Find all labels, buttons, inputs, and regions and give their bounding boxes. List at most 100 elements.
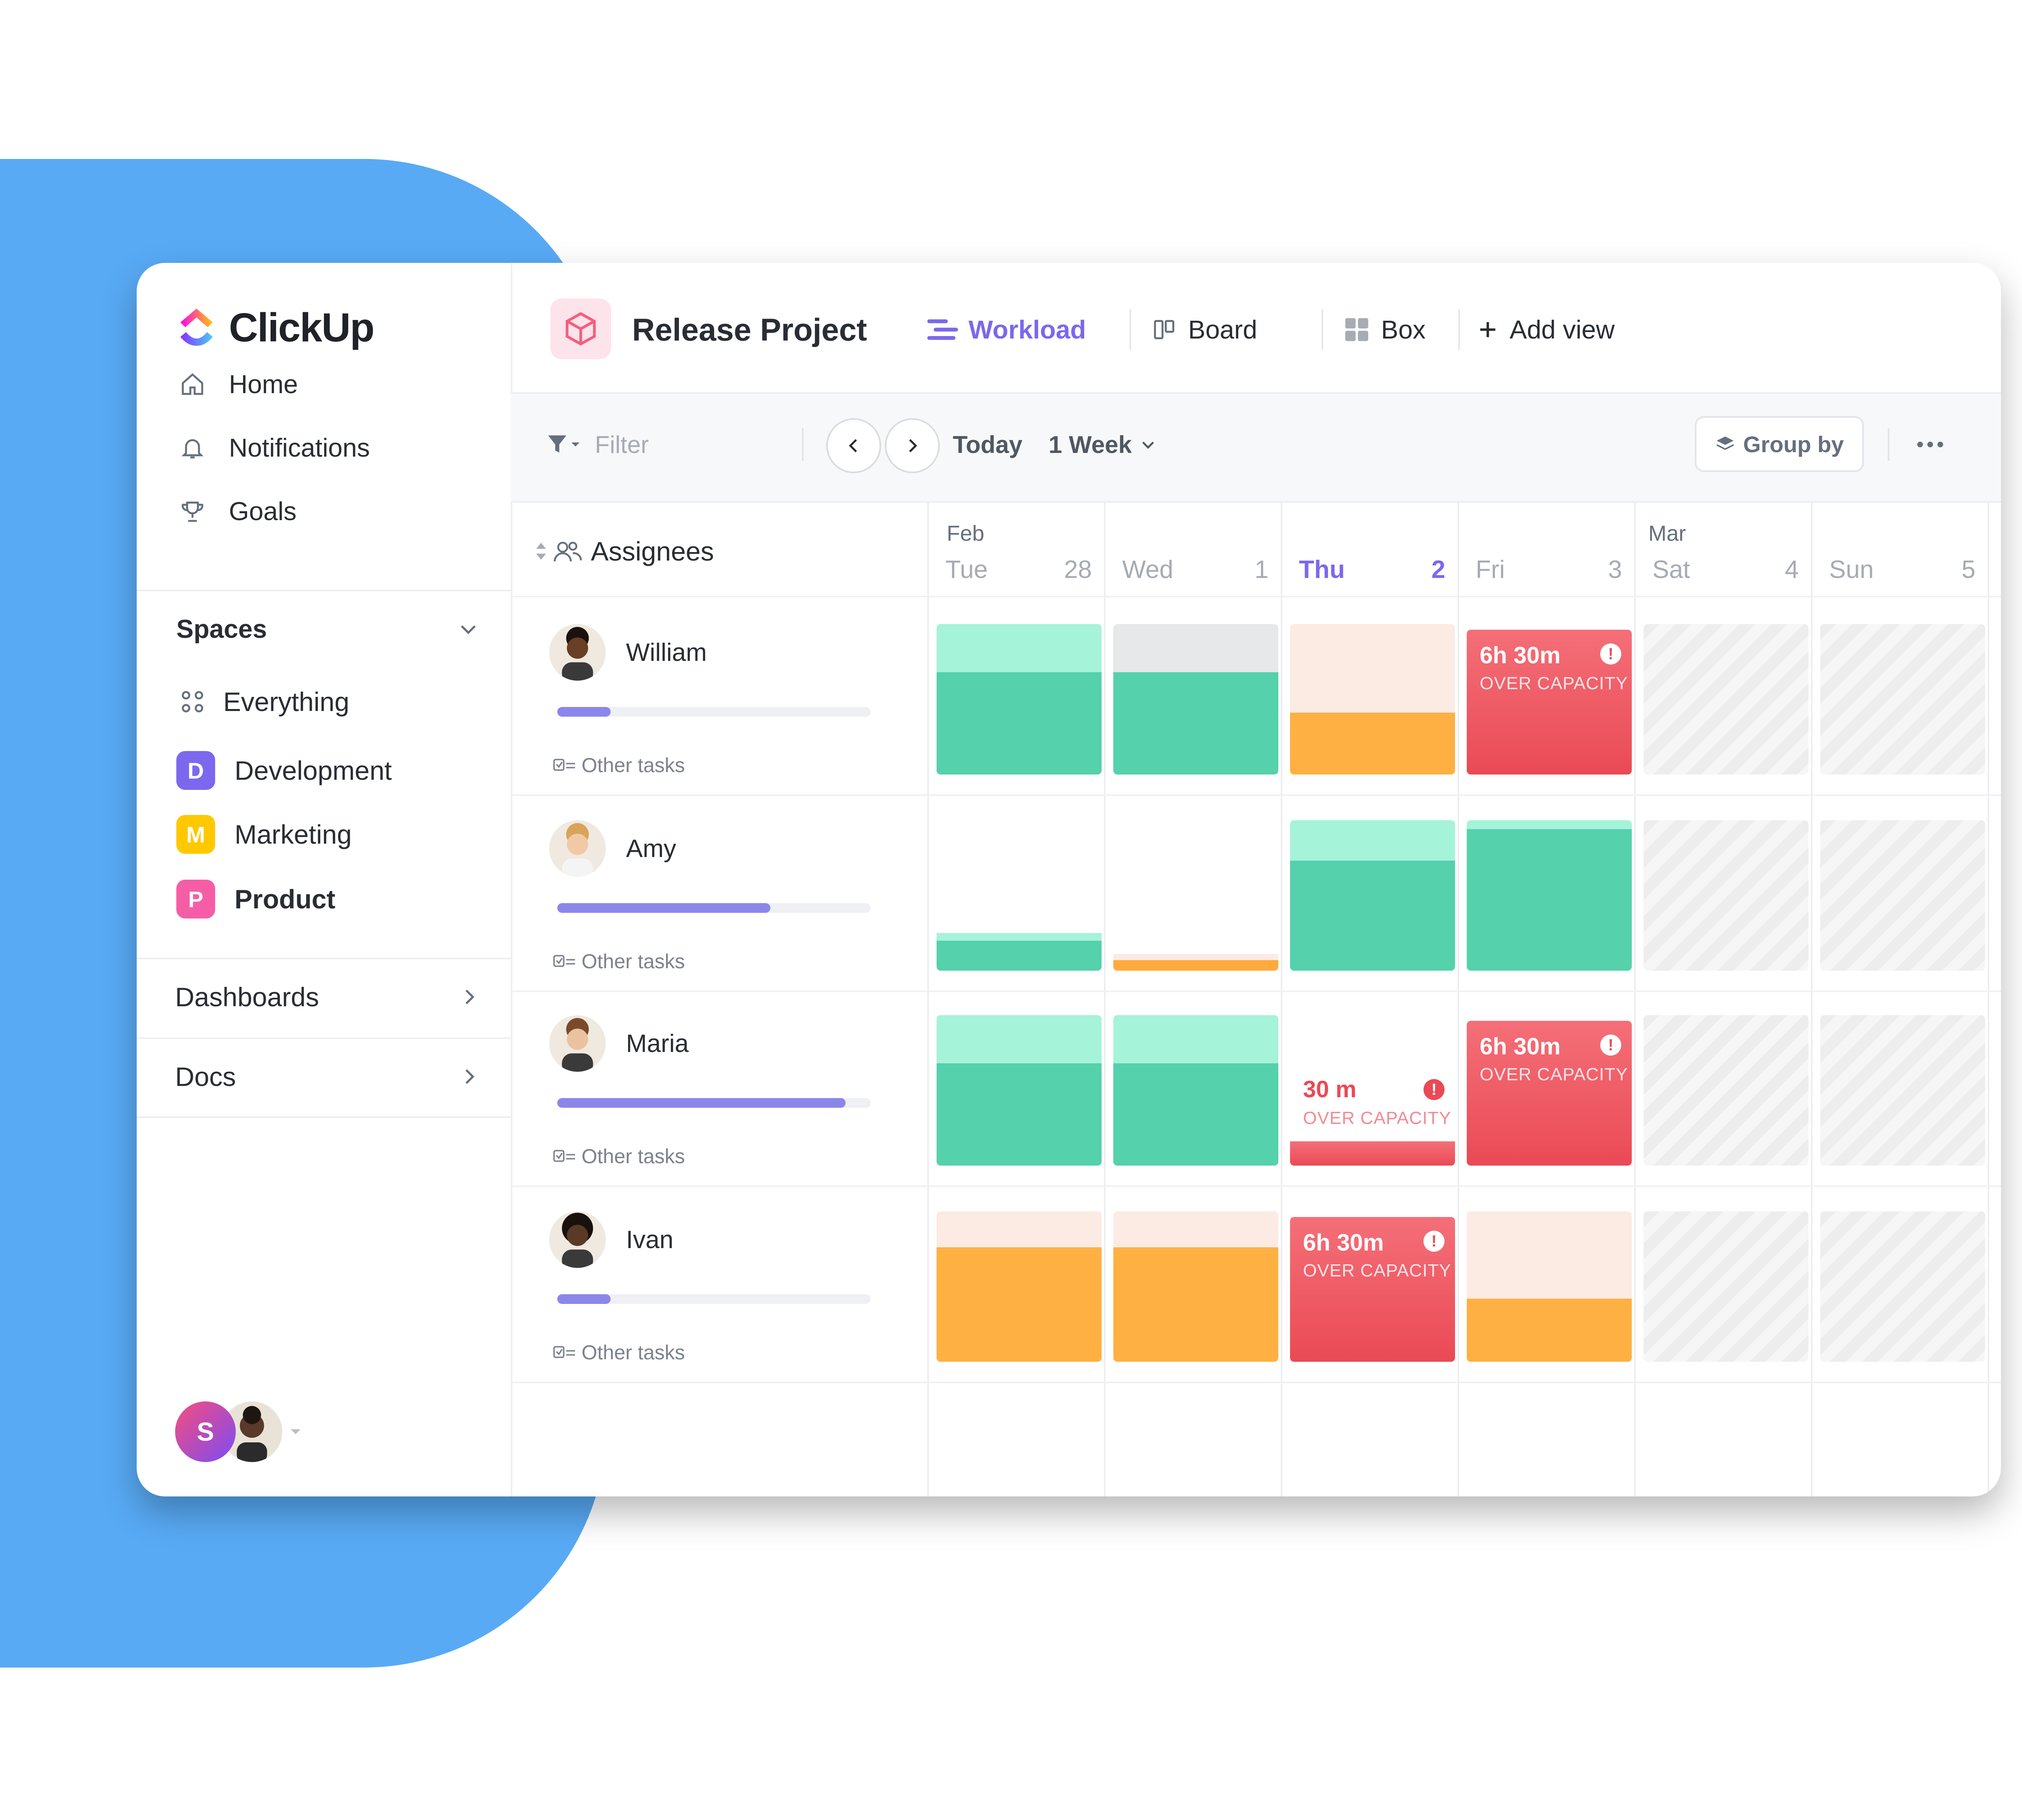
workload-bar	[1113, 1015, 1278, 1064]
clickup-logo[interactable]: ClickUp	[176, 301, 374, 354]
space-badge: D	[176, 751, 215, 790]
space-development[interactable]: D Development	[176, 748, 392, 793]
day-number: 1	[1254, 556, 1269, 584]
workload-bar	[937, 672, 1102, 775]
app-name: ClickUp	[229, 305, 374, 350]
tab-box[interactable]: Box	[1343, 303, 1426, 356]
day-name[interactable]: Tue	[945, 556, 988, 584]
sidebar-divider	[137, 1116, 511, 1118]
assignee-row[interactable]: Ivan Other tasks	[549, 1211, 871, 1381]
day-number: 4	[1785, 556, 1799, 584]
nav-home-label: Home	[229, 370, 298, 399]
day-name[interactable]: Fri	[1476, 556, 1505, 584]
day-name[interactable]: Sat	[1652, 556, 1690, 584]
over-capacity-label: OVER CAPACITY	[1303, 1261, 1451, 1280]
workload-cell[interactable]	[1113, 624, 1278, 775]
space-everything[interactable]: Everything	[176, 679, 349, 724]
space-badge: P	[176, 880, 215, 918]
clickup-logo-icon	[180, 309, 213, 346]
caret-down-icon	[291, 1429, 300, 1434]
workload-bar	[1113, 1247, 1278, 1362]
day-name[interactable]: Sun	[1829, 556, 1874, 584]
nav-home[interactable]: Home	[176, 362, 298, 406]
weekend-cell	[1820, 820, 1985, 971]
other-tasks-link[interactable]: Other tasks	[553, 753, 685, 777]
workload-bar	[1467, 829, 1632, 971]
assignee-row[interactable]: William Other tasks	[549, 624, 871, 794]
tab-workload[interactable]: Workload	[927, 303, 1086, 356]
tab-board-label: Board	[1188, 315, 1257, 344]
space-product[interactable]: P Product	[176, 877, 335, 921]
workload-cell[interactable]	[1113, 820, 1278, 971]
over-capacity-cell[interactable]: 30 m OVER CAPACITY!	[1290, 1015, 1455, 1166]
workload-cell[interactable]	[1467, 820, 1632, 971]
workload-bar	[1467, 820, 1632, 830]
more-button[interactable]	[1916, 422, 1944, 467]
filter-label: Filter	[595, 431, 649, 458]
workload-cell[interactable]	[1113, 1015, 1278, 1166]
assignee-row[interactable]: Amy Other tasks	[549, 820, 871, 990]
docs-row[interactable]: Docs	[175, 1052, 480, 1101]
assignee-column: Assignees William Other tasks Amy Other tas…	[511, 503, 925, 1496]
workload-cell[interactable]	[937, 624, 1102, 775]
avatar	[549, 624, 606, 681]
workload-bar	[937, 1063, 1102, 1166]
workload-cell[interactable]	[1113, 1211, 1278, 1362]
next-button[interactable]	[885, 418, 940, 473]
range-dropdown[interactable]: 1 Week	[1049, 422, 1157, 467]
workload-cell[interactable]	[937, 1211, 1102, 1362]
chevron-down-icon	[461, 625, 476, 634]
workload-cell[interactable]	[1290, 624, 1455, 775]
other-tasks-link[interactable]: Other tasks	[553, 1145, 685, 1168]
capacity-fill	[557, 707, 611, 717]
workload-cell[interactable]	[1467, 1211, 1632, 1362]
other-tasks-link[interactable]: Other tasks	[553, 1341, 685, 1364]
capacity-bar	[557, 903, 871, 913]
prev-button[interactable]	[826, 418, 881, 473]
day-number: 28	[1064, 556, 1092, 584]
workload-bar	[937, 933, 1102, 941]
project-header: Release Project Workload Board Box	[511, 263, 2001, 394]
workload-cell[interactable]	[1290, 820, 1455, 971]
nav-notifications[interactable]: Notifications	[176, 425, 370, 470]
tab-board[interactable]: Board	[1152, 303, 1257, 356]
assignee-row[interactable]: Maria Other tasks	[549, 1015, 871, 1185]
capacity-fill	[557, 1294, 611, 1304]
workload-cell[interactable]	[937, 1015, 1102, 1166]
month-label: Mar	[1648, 521, 1686, 546]
group-by-button[interactable]: Group by	[1695, 416, 1864, 472]
task-list-icon	[553, 1346, 575, 1358]
day-divider	[1457, 503, 1459, 1496]
over-capacity-value: 6h 30m	[1303, 1230, 1384, 1256]
assignees-label: Assignees	[591, 536, 714, 566]
alert-icon: !	[1600, 1035, 1621, 1056]
people-icon	[554, 542, 582, 562]
day-name[interactable]: Thu	[1299, 556, 1345, 584]
space-marketing[interactable]: M Marketing	[176, 812, 352, 857]
workload-bar	[1113, 624, 1278, 673]
add-view-button[interactable]: Add view	[1476, 303, 1615, 356]
avatar	[549, 820, 606, 877]
row-divider	[511, 1185, 2001, 1187]
today-button[interactable]: Today	[953, 422, 1022, 467]
workload-bar	[1113, 1063, 1278, 1166]
task-list-icon	[553, 1150, 575, 1162]
user-menu[interactable]: S	[175, 1401, 302, 1462]
everything-label: Everything	[223, 687, 349, 717]
over-capacity-value: 30 m	[1303, 1076, 1357, 1103]
over-capacity-cell[interactable]: 6h 30m OVER CAPACITY!	[1467, 1021, 1632, 1166]
assignee-name: Ivan	[626, 1225, 674, 1254]
capacity-bar	[557, 1294, 871, 1304]
assignees-header[interactable]: Assignees	[535, 529, 714, 574]
other-tasks-link[interactable]: Other tasks	[553, 950, 685, 973]
day-name[interactable]: Wed	[1122, 556, 1174, 584]
dashboards-row[interactable]: Dashboards	[175, 973, 480, 1021]
over-capacity-cell[interactable]: 6h 30m OVER CAPACITY!	[1467, 630, 1632, 775]
weekend-cell	[1643, 820, 1808, 971]
tab-divider	[1129, 309, 1131, 350]
over-capacity-cell[interactable]: 6h 30m OVER CAPACITY!	[1290, 1217, 1455, 1362]
workload-cell[interactable]	[937, 820, 1102, 971]
spaces-header[interactable]: Spaces	[176, 607, 480, 651]
nav-goals[interactable]: Goals	[176, 489, 296, 533]
filter-button[interactable]: Filter	[547, 422, 649, 467]
